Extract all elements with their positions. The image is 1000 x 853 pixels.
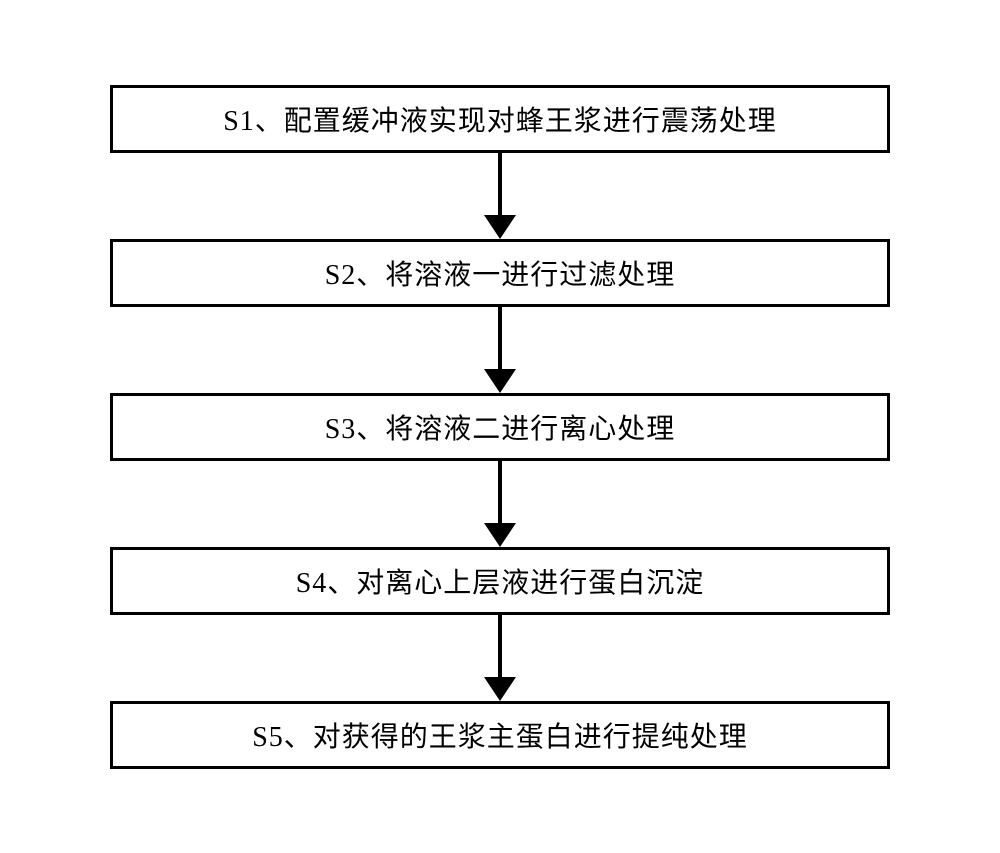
step-box-s4: S4、对离心上层液进行蛋白沉淀 [110,547,890,615]
arrow-head [484,369,516,393]
step-box-s5: S5、对获得的王浆主蛋白进行提纯处理 [110,701,890,769]
flowchart-container: S1、配置缓冲液实现对蜂王浆进行震荡处理 S2、将溶液一进行过滤处理 S3、将溶… [110,85,890,769]
step-box-s2: S2、将溶液一进行过滤处理 [110,239,890,307]
step-label: S3、将溶液二进行离心处理 [325,407,676,447]
arrow-2 [484,307,516,393]
arrow-head [484,523,516,547]
arrow-line [498,461,502,523]
arrow-4 [484,615,516,701]
arrow-head [484,677,516,701]
step-label: S5、对获得的王浆主蛋白进行提纯处理 [252,715,748,755]
step-box-s1: S1、配置缓冲液实现对蜂王浆进行震荡处理 [110,85,890,153]
arrow-3 [484,461,516,547]
step-label: S2、将溶液一进行过滤处理 [325,253,676,293]
step-label: S4、对离心上层液进行蛋白沉淀 [296,561,705,601]
arrow-line [498,307,502,369]
arrow-line [498,615,502,677]
arrow-1 [484,153,516,239]
arrow-head [484,215,516,239]
step-box-s3: S3、将溶液二进行离心处理 [110,393,890,461]
arrow-line [498,153,502,215]
step-label: S1、配置缓冲液实现对蜂王浆进行震荡处理 [223,99,777,139]
